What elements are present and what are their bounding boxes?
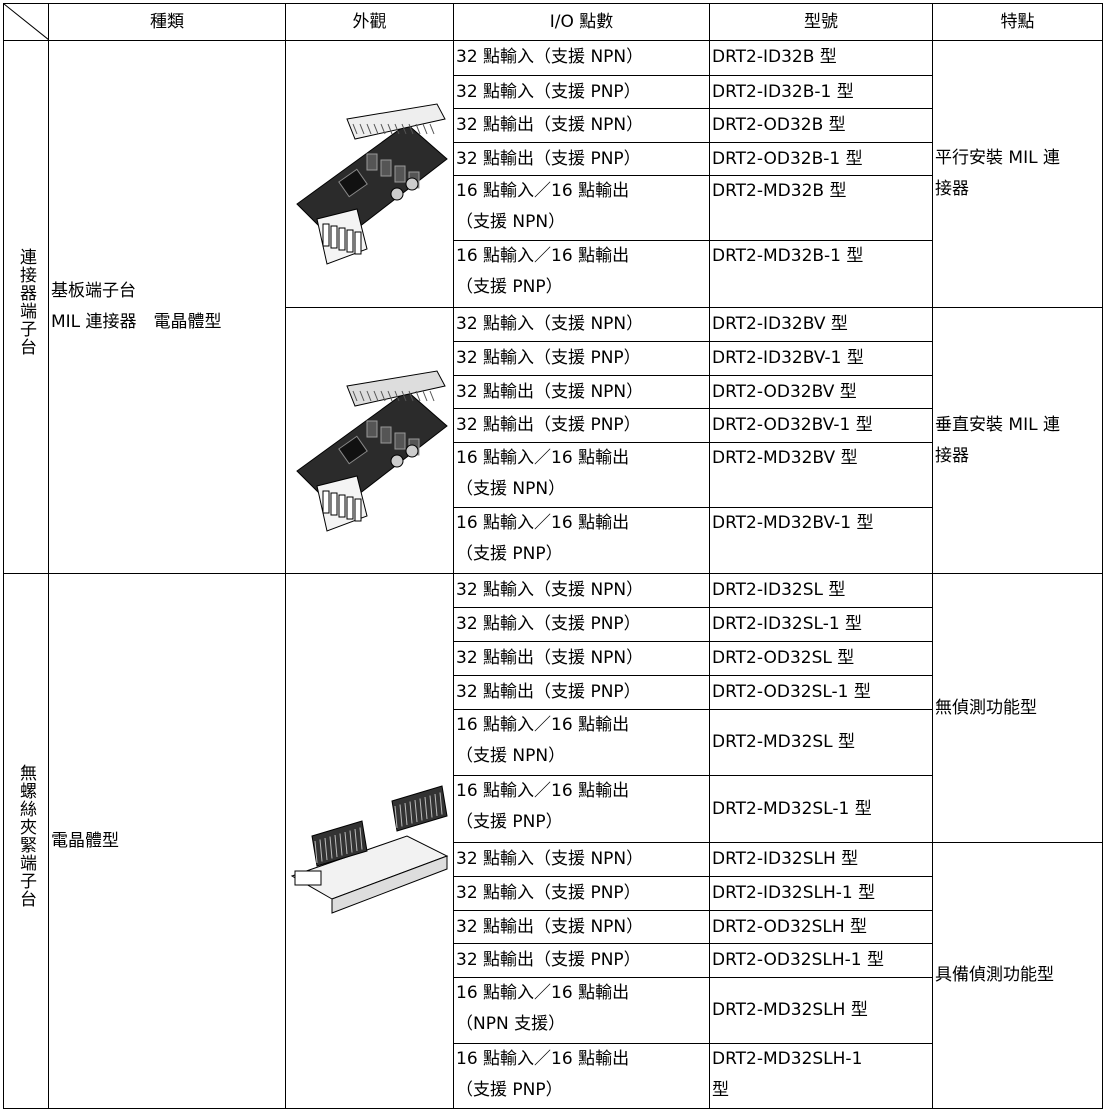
table-row: 32 點輸入（支援 NPN） DRT2-ID32SLH 型具備偵測功能型 — [4, 842, 1103, 1109]
header-cell: 特點 — [932, 3, 1103, 41]
table-row: 16 點輸入／16 點輸出 （支援 PNP） DRT2-MD32SLH-1 型 — [4, 1043, 1103, 1109]
table-row: 32 點輸出（支援 PNP） DRT2-OD32SL-1 型 — [4, 675, 1103, 710]
product-image — [296, 103, 448, 265]
io-cell: 32 點輸入（支援 NPN） — [453, 307, 710, 342]
io-cell: 32 點輸出（支援 NPN） — [453, 910, 710, 944]
type-cell: 電晶體型 — [48, 573, 286, 1109]
product-image — [296, 369, 448, 532]
io-cell: 32 點輸入（支援 PNP） — [453, 341, 710, 376]
io-cell: 16 點輸入／16 點輸出 （支援 NPN） — [453, 442, 710, 508]
model-cell: DRT2-MD32SL 型 — [709, 709, 933, 776]
table-row: 無螺絲夾緊端子台 電晶體型 32 點輸入（支援 NPN） DRT2-ID32SL 型… — [3, 573, 1103, 1109]
model-cell: DRT2-OD32BV 型 — [709, 375, 933, 409]
feature-cell: 具備偵測功能型 — [932, 842, 1103, 1109]
model-cell: DRT2-ID32SLH 型 — [709, 842, 933, 877]
io-cell: 16 點輸入／16 點輸出 （支援 NPN） — [453, 709, 710, 776]
io-cell: 16 點輸入／16 點輸出 （支援 PNP） — [453, 240, 710, 308]
feature-cell: 無偵測功能型 — [932, 573, 1103, 843]
io-cell: 32 點輸入（支援 PNP） — [453, 75, 710, 109]
model-cell: DRT2-MD32BV-1 型 — [709, 507, 933, 574]
model-cell: DRT2-OD32SL 型 — [709, 641, 933, 676]
table-row: 16 點輸入／16 點輸出 （支援 PNP） DRT2-MD32B-1 型 — [4, 240, 1103, 308]
category-cell: 無螺絲夾緊端子台 — [3, 573, 49, 1109]
category-text: 無螺絲夾緊端子台 — [16, 763, 36, 908]
header-cell: I/O 點數 — [453, 3, 710, 41]
feature-cell: 垂直安裝 MIL 連 接器 — [932, 307, 1103, 574]
io-cell: 16 點輸入／16 點輸出 （支援 PNP） — [453, 1043, 710, 1109]
table-row: 16 點輸入／16 點輸出 （支援 NPN） DRT2-MD32B 型 — [4, 175, 1103, 241]
model-cell: DRT2-OD32SL-1 型 — [709, 675, 933, 710]
model-cell: DRT2-MD32B-1 型 — [709, 240, 933, 308]
model-cell: DRT2-OD32BV-1 型 — [709, 408, 933, 443]
image-cell — [285, 573, 454, 1109]
model-cell: DRT2-OD32B-1 型 — [709, 142, 933, 176]
model-cell: DRT2-OD32SLH 型 — [709, 910, 933, 944]
image-cell — [285, 40, 454, 308]
model-cell: DRT2-ID32SLH-1 型 — [709, 876, 933, 911]
table-row: 32 點輸出（支援 NPN） DRT2-OD32B 型 — [4, 108, 1103, 143]
header-row: 種類 外觀 I/O 點數 型號 特點 — [3, 3, 1103, 41]
table-row: 32 點輸出（支援 PNP） DRT2-OD32B-1 型 — [4, 142, 1103, 176]
io-cell: 32 點輸入（支援 NPN） — [453, 842, 710, 877]
io-cell: 32 點輸出（支援 PNP） — [453, 142, 710, 176]
type-cell: 基板端子台 MIL 連接器 電晶體型 — [48, 40, 286, 574]
io-cell: 16 點輸入／16 點輸出 （支援 NPN） — [453, 175, 710, 241]
io-cell: 16 點輸入／16 點輸出 （支援 PNP） — [453, 775, 710, 843]
diagonal — [4, 4, 48, 40]
model-cell: DRT2-ID32BV-1 型 — [709, 341, 933, 376]
io-cell: 32 點輸出（支援 NPN） — [453, 641, 710, 676]
model-cell: DRT2-MD32B 型 — [709, 175, 933, 241]
header-cell: 外觀 — [285, 3, 454, 41]
model-cell: DRT2-OD32B 型 — [709, 108, 933, 143]
io-cell: 16 點輸入／16 點輸出 （支援 PNP） — [453, 507, 710, 574]
model-cell: DRT2-ID32SL-1 型 — [709, 607, 933, 642]
io-cell: 32 點輸出（支援 NPN） — [453, 375, 710, 409]
table-row: 32 點輸入（支援 NPN） DRT2-ID32BV 型垂直安裝 MIL 連 接器 — [4, 307, 1103, 574]
io-cell: 32 點輸入（支援 PNP） — [453, 876, 710, 911]
table-row: 16 點輸入／16 點輸出 （支援 PNP） DRT2-MD32BV-1 型 — [4, 507, 1103, 574]
io-cell: 32 點輸入（支援 PNP） — [453, 607, 710, 642]
io-cell: 16 點輸入／16 點輸出 （NPN 支援） — [453, 977, 710, 1044]
io-cell: 32 點輸出（支援 PNP） — [453, 943, 710, 978]
table-row: 32 點輸出（支援 NPN） DRT2-OD32BV 型 — [4, 375, 1103, 409]
table-row: 32 點輸入（支援 PNP） DRT2-ID32SLH-1 型 — [4, 876, 1103, 911]
image-cell — [285, 307, 454, 574]
table-row: 32 點輸出（支援 NPN） DRT2-OD32SLH 型 — [4, 910, 1103, 944]
io-cell: 32 點輸出（支援 NPN） — [453, 108, 710, 143]
category-cell: 連接器端子台 — [3, 40, 49, 574]
feature-cell: 平行安裝 MIL 連 接器 — [932, 40, 1103, 308]
io-cell: 32 點輸入（支援 NPN） — [453, 573, 710, 608]
table-row: 32 點輸入（支援 PNP） DRT2-ID32SL-1 型 — [4, 607, 1103, 642]
header-cell: 種類 — [48, 3, 286, 41]
table-row: 16 點輸入／16 點輸出 （NPN 支援） DRT2-MD32SLH 型 — [4, 977, 1103, 1044]
table-row: 32 點輸入（支援 PNP） DRT2-ID32B-1 型 — [4, 75, 1103, 109]
model-cell: DRT2-MD32SLH 型 — [709, 977, 933, 1044]
model-cell: DRT2-ID32BV 型 — [709, 307, 933, 342]
header-cell: 型號 — [709, 3, 933, 41]
io-cell: 32 點輸出（支援 PNP） — [453, 408, 710, 443]
model-cell: DRT2-MD32SL-1 型 — [709, 775, 933, 843]
corner-cell — [3, 3, 49, 41]
model-cell: DRT2-OD32SLH-1 型 — [709, 943, 933, 978]
category-text: 連接器端子台 — [16, 247, 36, 356]
model-cell: DRT2-ID32SL 型 — [709, 573, 933, 608]
product-image — [290, 785, 449, 914]
table-row: 連接器端子台 基板端子台 MIL 連接器 電晶體型 32 點輸入（支援 NPN） D… — [3, 40, 1103, 574]
model-cell: DRT2-ID32B 型 — [709, 40, 933, 76]
io-cell: 32 點輸出（支援 PNP） — [453, 675, 710, 710]
product-table: 種類 外觀 I/O 點數 型號 特點 連接器端子台 基板端子台 MIL 連接器 電… — [3, 3, 1103, 1109]
table-row: 32 點輸出（支援 PNP） DRT2-OD32BV-1 型 — [4, 408, 1103, 443]
io-cell: 32 點輸入（支援 NPN） — [453, 40, 710, 76]
table-row: 16 點輸入／16 點輸出 （支援 PNP） DRT2-MD32SL-1 型 — [4, 775, 1103, 843]
model-cell: DRT2-MD32BV 型 — [709, 442, 933, 508]
model-cell: DRT2-ID32B-1 型 — [709, 75, 933, 109]
table-row: 16 點輸入／16 點輸出 （支援 NPN） DRT2-MD32SL 型 — [4, 709, 1103, 776]
model-cell: DRT2-MD32SLH-1 型 — [709, 1043, 933, 1109]
